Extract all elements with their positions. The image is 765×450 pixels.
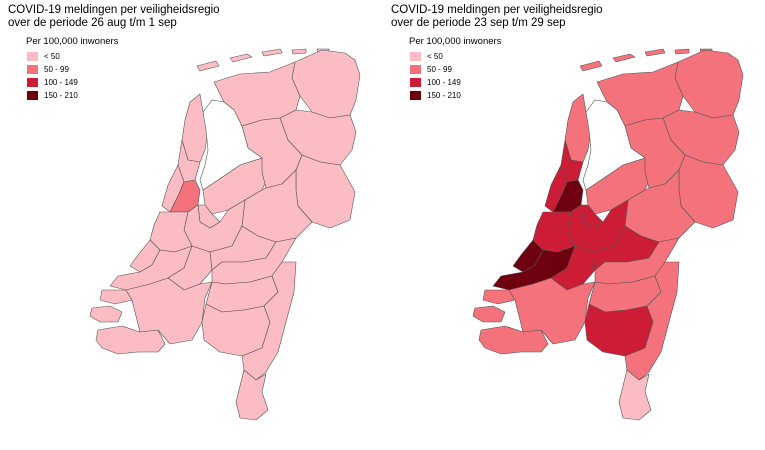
map-panel-left: COVID-19 meldingen per veiligheidsregio …	[0, 0, 382, 450]
legend-label: 100 - 149	[44, 78, 78, 87]
legend-item: < 50	[26, 50, 118, 63]
region-brabant-zuidoost	[584, 303, 654, 357]
region-islands	[579, 48, 713, 72]
region-shape-groningen	[674, 49, 744, 119]
region-shape-zeeland	[95, 325, 166, 355]
region-shape-zeeland	[99, 289, 133, 305]
region-shape-zeeland	[472, 305, 506, 323]
legend-item: 50 - 99	[409, 63, 501, 76]
legend-item: 100 - 149	[409, 76, 501, 89]
legend-item: 150 - 210	[26, 89, 118, 102]
legend-swatch	[26, 51, 39, 62]
region-shape-islands	[196, 60, 220, 72]
legend-item: 50 - 99	[26, 63, 118, 76]
region-shape-noordholland-noord	[181, 93, 209, 163]
netherlands-map-left	[89, 48, 361, 421]
region-shape-midden-west-brabant	[125, 277, 213, 345]
legend-swatch	[409, 77, 422, 88]
region-shape-limburg-zuid	[235, 369, 269, 421]
legend-swatch	[409, 64, 422, 75]
legend-title: Per 100,000 inwoners	[26, 36, 119, 47]
legend-label: 150 - 210	[44, 91, 78, 100]
legend-title: Per 100,000 inwoners	[409, 36, 502, 47]
region-limburg-zuid	[235, 369, 269, 421]
map-panel-right: COVID-19 meldingen per veiligheidsregio …	[383, 0, 765, 450]
region-zeeland	[89, 289, 166, 355]
region-shape-noordholland-noord	[564, 93, 592, 163]
map-title-line1: COVID-19 meldingen per veiligheidsregio	[8, 4, 220, 16]
netherlands-map-right	[472, 48, 744, 421]
region-shape-groningen	[291, 49, 361, 119]
region-brabant-zuidoost	[201, 303, 271, 357]
region-shape-islands	[579, 60, 603, 72]
legend-label: 150 - 210	[427, 91, 461, 100]
map-legend: Per 100,000 inwoners < 50 50 - 99 100 - …	[26, 36, 118, 102]
legend-item: 100 - 149	[26, 76, 118, 89]
inland-water	[199, 99, 263, 191]
region-noordholland-noord	[181, 93, 209, 163]
legend-label: 50 - 99	[44, 65, 69, 74]
map-title-line2: over de periode 26 aug t/m 1 sep	[8, 17, 177, 29]
legend-label: < 50	[427, 52, 443, 61]
region-limburg-zuid	[618, 369, 652, 421]
region-shape-islands	[644, 48, 666, 57]
legend-item: 150 - 210	[409, 89, 501, 102]
legend-swatch	[409, 51, 422, 62]
map-title: COVID-19 meldingen per veiligheidsregio …	[391, 4, 603, 30]
map-title-line2: over de periode 23 sep t/m 29 sep	[391, 17, 566, 29]
region-shape-zeeland	[89, 305, 123, 323]
region-groningen	[674, 49, 744, 119]
legend-label: < 50	[44, 52, 60, 61]
region-shape-islands	[229, 53, 253, 63]
region-groningen	[291, 49, 361, 119]
region-shape-brabant-zuidoost	[584, 303, 654, 357]
legend-label: 100 - 149	[427, 78, 461, 87]
region-zeeland	[472, 289, 549, 355]
map-legend: Per 100,000 inwoners < 50 50 - 99 100 - …	[409, 36, 501, 102]
map-title-line1: COVID-19 meldingen per veiligheidsregio	[391, 4, 603, 16]
region-midden-west-brabant	[508, 277, 596, 345]
legend-swatch	[409, 90, 422, 101]
region-noordholland-noord	[564, 93, 592, 163]
legend-item: < 50	[409, 50, 501, 63]
region-shape-islands	[612, 53, 636, 63]
region-shape-midden-west-brabant	[508, 277, 596, 345]
legend-swatch	[26, 77, 39, 88]
region-shape-islands	[291, 48, 307, 55]
region-shape-zeeland	[482, 289, 516, 305]
legend-swatch	[26, 64, 39, 75]
map-title: COVID-19 meldingen per veiligheidsregio …	[8, 4, 220, 30]
inland-water	[582, 99, 646, 191]
region-midden-west-brabant	[125, 277, 213, 345]
region-shape-zeeland	[478, 325, 549, 355]
legend-label: 50 - 99	[427, 65, 452, 74]
legend-swatch	[26, 90, 39, 101]
region-shape-islands	[674, 48, 690, 55]
region-shape-islands	[261, 48, 283, 57]
region-shape-brabant-zuidoost	[201, 303, 271, 357]
region-shape-limburg-zuid	[618, 369, 652, 421]
